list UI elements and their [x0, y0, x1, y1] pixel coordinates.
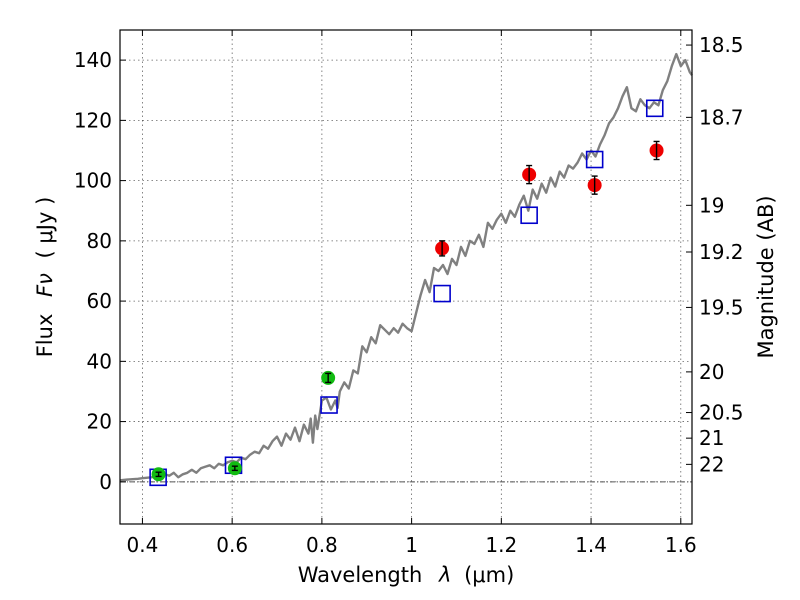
- magnitude-tick-label: 20.5: [699, 401, 744, 425]
- x-axis-label: Wavelength λ (μm): [298, 563, 515, 587]
- grid-lines: [120, 30, 692, 524]
- plot-frame: [119, 29, 693, 525]
- x-tick-label: 1: [405, 533, 418, 557]
- y-tick-label: 80: [87, 229, 112, 253]
- series-filled-circle: [151, 370, 336, 482]
- y-axis-label: Flux Fν ( μJy ): [33, 197, 57, 358]
- y-tick-label: 60: [87, 289, 112, 313]
- x-axis-label-unit: (μm): [464, 563, 514, 587]
- magnitude-tick-label: 20: [699, 360, 724, 384]
- magnitude-tick-label: 19.2: [699, 240, 744, 264]
- series-filled-circle: [435, 140, 664, 257]
- y-tick-label: 20: [87, 410, 112, 434]
- magnitude-tick-label: 19.5: [699, 295, 744, 319]
- right-axis-label: Magnitude (AB): [754, 195, 778, 358]
- x-tick-label: 0.4: [127, 533, 159, 557]
- y-tick-label: 100: [74, 169, 112, 193]
- model-photometry-square: [645, 99, 664, 118]
- plot-series: [119, 52, 693, 487]
- axis-ticks: 0.4 0.6 0.8 1 1.2 1.4 1.6 0 20 40 60 80 100 120 140 18.…: [74, 30, 744, 557]
- x-tick-label: 0.6: [216, 533, 248, 557]
- x-axis-label-symbol: λ: [438, 563, 451, 587]
- x-tick-label: 1.2: [485, 533, 517, 557]
- model-photometry-square: [433, 284, 451, 303]
- model-photometry-square: [320, 396, 338, 414]
- x-axis-label-text: Wavelength: [298, 563, 423, 587]
- series-open-square: [149, 99, 664, 487]
- model-photometry-square: [520, 206, 538, 225]
- magnitude-tick-label: 22: [699, 452, 724, 476]
- model-photometry-square: [585, 150, 604, 169]
- magnitude-tick-label: 18.5: [699, 33, 744, 57]
- y-tick-label: 120: [74, 108, 112, 132]
- magnitude-tick-label: 21: [699, 426, 724, 450]
- y-axis-label-text: Flux: [33, 314, 57, 358]
- magnitude-tick-label: 19: [699, 193, 724, 217]
- y-tick-label: 0: [99, 470, 112, 494]
- series-line: [119, 52, 693, 482]
- x-tick-label: 1.6: [665, 533, 697, 557]
- x-tick-label: 0.8: [306, 533, 338, 557]
- magnitude-tick-label: 18.7: [699, 105, 744, 129]
- model-spectrum-line: [119, 52, 693, 482]
- y-axis-label-unit: ( μJy ): [33, 197, 57, 259]
- y-tick-label: 140: [74, 48, 112, 72]
- x-tick-label: 1.4: [575, 533, 607, 557]
- y-tick-label: 40: [87, 349, 112, 373]
- y-axis-label-symbol: Fν: [33, 273, 57, 297]
